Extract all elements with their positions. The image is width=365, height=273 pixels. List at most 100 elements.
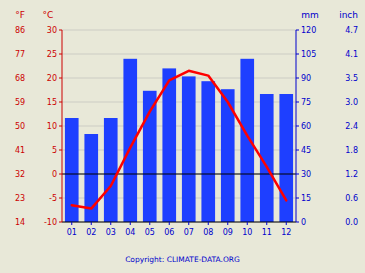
- x-tick-label: 05: [145, 228, 155, 237]
- x-axis-line: [62, 222, 296, 223]
- x-tick-label: 06: [164, 228, 174, 237]
- y-alt-tick-label: 23: [15, 194, 25, 203]
- y-tick-label: 25: [47, 50, 57, 59]
- x-tick-label: 04: [125, 228, 135, 237]
- y2-tick: [296, 126, 299, 127]
- grid-line: [62, 78, 296, 79]
- y-alt-tick-label: 32: [15, 170, 25, 179]
- y-tick: [59, 222, 62, 223]
- y2-tick-label: 0: [301, 218, 306, 227]
- x-tick: [227, 222, 228, 225]
- y-tick: [59, 78, 62, 79]
- grid-line: [62, 174, 296, 175]
- x-tick: [71, 222, 72, 225]
- x-tick-label: 08: [203, 228, 213, 237]
- background: [0, 0, 365, 273]
- y2-tick-label: 45: [301, 146, 311, 155]
- y-tick-label: 20: [47, 74, 57, 83]
- y2-alt-tick-label: 2.4: [345, 122, 358, 131]
- y-alt-tick-label: 59: [15, 98, 25, 107]
- y2-tick: [296, 198, 299, 199]
- y2-alt-label: inch: [339, 10, 358, 20]
- y2-alt-tick-label: 3.5: [345, 74, 358, 83]
- y2-tick-label: 60: [301, 122, 311, 131]
- y-tick: [59, 198, 62, 199]
- x-tick-label: 03: [106, 228, 116, 237]
- x-tick: [188, 222, 189, 225]
- temperature-line: [72, 71, 287, 209]
- y2-tick: [296, 78, 299, 79]
- x-tick-label: 10: [242, 228, 252, 237]
- y-tick-label: 10: [47, 122, 57, 131]
- y2-tick-label: 75: [301, 98, 311, 107]
- annotation: Copyright: CLIMATE-DATA.ORG: [125, 255, 240, 264]
- y-tick: [59, 174, 62, 175]
- y-alt-tick-label: 77: [15, 50, 25, 59]
- grid-line: [62, 30, 296, 31]
- plot-area: [62, 59, 296, 222]
- grid-line: [62, 54, 296, 55]
- bar: [182, 76, 196, 222]
- y-label: °C: [43, 10, 54, 20]
- x-tick-label: 09: [223, 228, 233, 237]
- x-tick-label: 01: [67, 228, 77, 237]
- y2-alt-tick-label: 0.6: [345, 194, 358, 203]
- x-tick-label: 02: [86, 228, 96, 237]
- bar: [104, 118, 118, 222]
- y2-label: mm: [301, 10, 319, 20]
- y-tick-label: -10: [44, 218, 57, 227]
- y2-tick: [296, 222, 299, 223]
- y-alt-tick-label: 86: [15, 26, 25, 35]
- x-tick: [110, 222, 111, 225]
- x-tick: [130, 222, 131, 225]
- y2-alt-tick-label: 4.7: [345, 26, 358, 35]
- y-tick: [59, 102, 62, 103]
- bar: [240, 59, 254, 222]
- y2-alt-tick-label: 1.8: [345, 146, 358, 155]
- y-alt-tick-label: 41: [15, 146, 25, 155]
- y-tick-label: 5: [52, 146, 57, 155]
- y2-alt-tick-label: 4.1: [345, 50, 358, 59]
- x-tick-label: 07: [184, 228, 194, 237]
- x-tick-label: 11: [262, 228, 272, 237]
- y2-tick-label: 120: [301, 26, 316, 35]
- y2-tick: [296, 54, 299, 55]
- y-tick: [59, 150, 62, 151]
- chart: 010203040506070809101112-10-505101520253…: [0, 0, 365, 273]
- y-tick-label: 15: [47, 98, 57, 107]
- y2-tick: [296, 30, 299, 31]
- y2-alt-tick-label: 3.0: [345, 98, 358, 107]
- y2-tick-label: 30: [301, 170, 311, 179]
- y2-tick: [296, 102, 299, 103]
- x-tick: [208, 222, 209, 225]
- grid-line: [62, 222, 296, 223]
- y-alt-tick-label: 14: [15, 218, 25, 227]
- y-alt-label: °F: [15, 10, 25, 20]
- y2-tick: [296, 174, 299, 175]
- y2-tick-label: 90: [301, 74, 311, 83]
- y-tick: [59, 126, 62, 127]
- x-tick: [286, 222, 287, 225]
- x-tick: [247, 222, 248, 225]
- y2-tick: [296, 150, 299, 151]
- y2-alt-tick-label: 1.2: [345, 170, 358, 179]
- y-tick: [59, 30, 62, 31]
- y-tick-label: -5: [49, 194, 57, 203]
- bar: [279, 94, 293, 222]
- y2-tick-label: 105: [301, 50, 316, 59]
- y2-tick-label: 15: [301, 194, 311, 203]
- y-alt-tick-label: 50: [15, 122, 25, 131]
- y-alt-tick-label: 68: [15, 74, 25, 83]
- y2-alt-tick-label: 0.0: [345, 218, 358, 227]
- x-tick: [149, 222, 150, 225]
- y-tick: [59, 54, 62, 55]
- zero-line: [62, 173, 296, 174]
- x-tick: [91, 222, 92, 225]
- y-tick-label: 30: [47, 26, 57, 35]
- bar: [162, 68, 176, 222]
- x-tick: [266, 222, 267, 225]
- y-tick-label: 0: [52, 170, 57, 179]
- x-tick: [169, 222, 170, 225]
- x-tick-label: 12: [281, 228, 291, 237]
- bar: [201, 81, 215, 222]
